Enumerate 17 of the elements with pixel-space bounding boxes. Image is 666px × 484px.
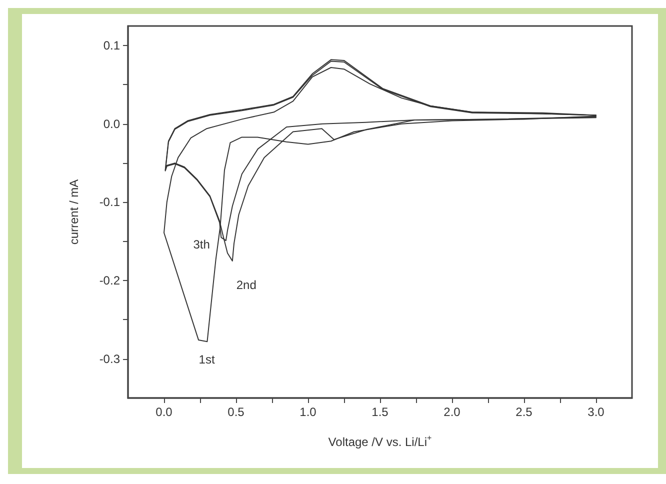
annotation: 2nd [236, 278, 256, 292]
y-tick-label: 0.0 [103, 116, 120, 131]
y-tick-label: -0.3 [99, 352, 120, 366]
x-tick-label: 1.0 [300, 405, 317, 419]
x-tick-label: 0.0 [156, 405, 173, 419]
y-tick-label: -0.2 [99, 274, 120, 288]
x-axis-title: Voltage /V vs. Li/Li+ [328, 434, 432, 449]
y-tick-label: 0.1 [103, 38, 120, 53]
x-tick-label: 1.5 [372, 405, 389, 419]
y-axis-title: current / mA [67, 179, 81, 245]
x-tick-label: 0.5 [228, 405, 245, 419]
y-tick-label: -0.1 [99, 195, 120, 210]
x-tick-label: 3.0 [588, 405, 605, 419]
x-tick-label: 2.0 [444, 405, 461, 419]
annotation: 1st [198, 352, 216, 367]
annotation: 3th [193, 238, 210, 252]
x-tick-label: 2.5 [516, 405, 533, 419]
